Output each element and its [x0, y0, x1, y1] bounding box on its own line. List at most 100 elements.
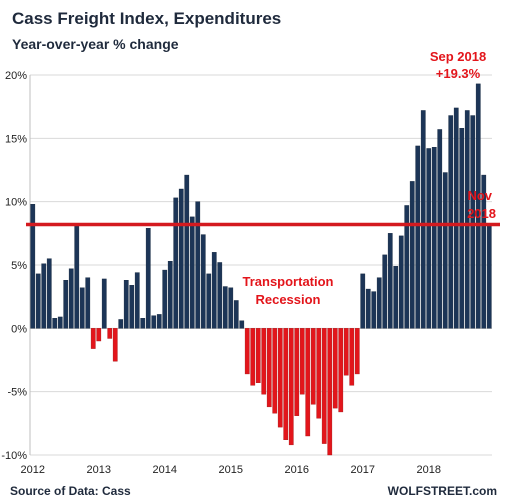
bar — [52, 318, 58, 329]
x-tick-label: 2012 — [21, 464, 45, 476]
y-tick-label: 10% — [5, 197, 27, 209]
bar — [195, 201, 201, 329]
bar — [299, 328, 305, 395]
bar — [167, 261, 173, 329]
bar — [382, 254, 388, 329]
bar — [129, 285, 135, 329]
bar — [101, 278, 107, 329]
x-tick-label: 2016 — [285, 464, 309, 476]
bar — [332, 328, 338, 409]
bar — [228, 287, 234, 329]
x-tick-label: 2015 — [219, 464, 243, 476]
bar — [272, 328, 278, 414]
bar — [415, 145, 421, 329]
bar — [68, 268, 74, 329]
bar — [30, 203, 36, 329]
bar — [134, 272, 140, 329]
bar — [140, 318, 146, 329]
bar — [107, 328, 113, 339]
bar — [464, 110, 470, 329]
bar — [343, 328, 349, 376]
bar — [437, 129, 443, 329]
bar — [145, 228, 151, 329]
bar — [178, 188, 184, 329]
bar — [360, 273, 366, 329]
bar — [442, 172, 448, 329]
bar — [387, 233, 393, 329]
x-tick-label: 2013 — [87, 464, 111, 476]
bar — [46, 258, 52, 329]
latest-annotation-line-2: 2018 — [467, 206, 496, 221]
y-tick-label: -10% — [1, 450, 27, 462]
bar — [310, 328, 316, 405]
x-tick-label: 2014 — [153, 464, 177, 476]
chart-title: Cass Freight Index, Expenditures — [12, 9, 281, 28]
bar — [261, 328, 267, 395]
bar — [393, 266, 399, 329]
bar — [222, 286, 228, 329]
bar — [74, 224, 80, 329]
bar — [426, 148, 432, 329]
bar — [90, 328, 96, 349]
y-tick-label: 0% — [11, 323, 27, 335]
gridlines — [29, 74, 492, 456]
bar — [420, 110, 426, 329]
bar — [486, 224, 492, 329]
bar — [162, 269, 168, 329]
peak-annotation-line-2: +19.3% — [436, 66, 481, 81]
bar — [404, 205, 410, 329]
bar — [316, 328, 322, 419]
bar — [211, 252, 217, 329]
bar — [448, 115, 454, 329]
bar — [327, 328, 333, 456]
peak-annotation-line-1: Sep 2018 — [430, 49, 486, 64]
bars — [30, 83, 492, 456]
bar — [118, 319, 124, 329]
bar — [63, 280, 69, 329]
bar — [79, 287, 85, 329]
bar — [250, 328, 256, 386]
bar — [294, 328, 300, 416]
bar — [35, 273, 41, 329]
bar — [233, 300, 239, 329]
bar — [112, 328, 118, 362]
latest-annotation-line-1: Nov — [467, 188, 492, 203]
brand-label: WOLFSTREET.com — [388, 484, 497, 498]
source-note: Source of Data: Cass — [10, 484, 131, 498]
y-tick-label: 5% — [11, 260, 27, 272]
recession-annotation-line-1: Transportation — [242, 274, 333, 289]
chart-subtitle: Year-over-year % change — [12, 36, 179, 52]
bar — [85, 277, 91, 329]
bar — [376, 277, 382, 329]
bar — [481, 174, 487, 329]
bar — [365, 288, 371, 329]
bar — [349, 328, 355, 386]
y-axis: 20% 15% 10% 5% 0% -5% -10% — [1, 70, 27, 462]
x-tick-label: 2018 — [417, 464, 441, 476]
bar — [173, 197, 179, 329]
bar — [151, 315, 157, 329]
bar — [266, 328, 272, 408]
bar — [96, 328, 102, 342]
bar — [321, 328, 327, 444]
bar — [398, 235, 404, 329]
bar — [184, 174, 190, 329]
bar — [283, 328, 289, 441]
bar — [305, 328, 311, 437]
bar — [239, 320, 245, 329]
y-tick-label: 20% — [5, 70, 27, 82]
bar — [156, 314, 162, 329]
bar — [244, 328, 250, 375]
bar — [453, 107, 459, 329]
bar — [57, 316, 63, 329]
bar — [470, 115, 476, 329]
bar — [409, 181, 415, 329]
x-tick-label: 2017 — [351, 464, 375, 476]
y-tick-label: 15% — [5, 133, 27, 145]
bar — [288, 328, 294, 446]
bar — [123, 280, 129, 329]
bar — [431, 146, 437, 329]
bar — [338, 328, 344, 413]
bar — [189, 216, 195, 329]
